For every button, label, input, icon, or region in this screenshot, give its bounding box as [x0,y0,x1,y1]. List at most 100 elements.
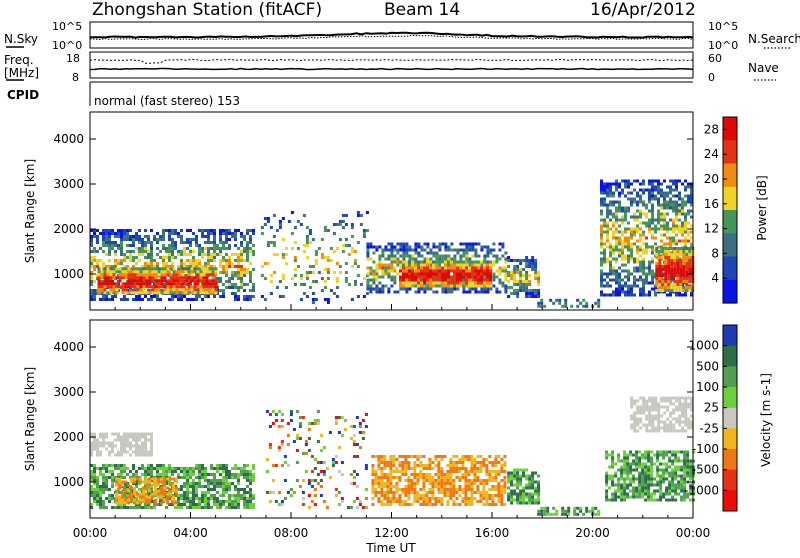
echo-cell [470,455,473,458]
echo-cell [399,276,402,279]
echo-cell [632,463,635,466]
echo-cell [468,276,471,279]
echo-cell [320,434,323,437]
echo-cell [633,231,636,234]
echo-cell [228,244,231,247]
echo-cell [444,270,447,273]
echo-cell [479,470,482,473]
echo-cell [453,288,456,291]
nsky-panel: N.Sky 10^5 10^0 10^5 10^0 N.Search [4,20,800,52]
echo-cell [597,302,600,305]
echo-cell [687,222,690,225]
echo-cell [186,479,189,482]
echo-cell [618,237,621,240]
echo-cell [162,247,165,250]
echo-cell [516,481,519,484]
echo-cell [428,497,431,500]
echo-cell [664,268,667,271]
echo-cell [148,484,151,487]
echo-cell [279,223,282,226]
echo-cell [191,285,194,288]
echo-cell [645,207,648,210]
echo-cell [667,268,670,271]
echo-cell [347,506,350,509]
echo-cell [311,455,314,458]
echo-cell [428,458,431,461]
echo-cell [192,232,195,235]
echo-cell [231,503,234,506]
echo-cell [537,280,540,283]
echo-cell [423,273,426,276]
echo-cell [497,488,500,491]
echo-cell [207,253,210,256]
echo-cell [389,473,392,476]
echo-cell [528,283,531,286]
echo-cell [378,261,381,264]
echo-cell [216,479,219,482]
echo-cell [183,467,186,470]
echo-cell [486,249,489,252]
echo-cell [249,298,252,301]
echo-cell [107,282,110,285]
echo-cell [621,285,624,288]
echo-cell [138,439,141,442]
echo-cell [195,485,198,488]
echo-cell [667,253,670,256]
echo-cell [404,455,407,458]
echo-cell [450,282,453,285]
echo-cell [210,253,213,256]
echo-cell [522,274,525,277]
echo-cell [618,210,621,213]
echo-cell [132,445,135,448]
echo-cell [173,276,176,279]
echo-cell [209,273,212,276]
echo-cell [390,261,393,264]
echo-cell [522,472,525,475]
echo-cell [105,238,108,241]
echo-cell [93,295,96,298]
echo-cell [633,189,636,192]
echo-cell [192,503,195,506]
echo-cell [393,270,396,273]
echo-cell [658,289,661,292]
echo-cell [621,234,624,237]
echo-cell [624,270,627,273]
echo-cell [675,189,678,192]
echo-cell [332,458,335,461]
echo-cell [282,256,285,259]
echo-cell [620,484,623,487]
echo-cell [455,470,458,473]
echo-cell [333,271,336,274]
echo-cell [203,276,206,279]
echo-cell [485,491,488,494]
echo-cell [204,253,207,256]
echo-cell [682,259,685,262]
echo-cell [228,286,231,289]
echo-cell [207,232,210,235]
echo-cell [549,513,552,516]
echo-cell [155,282,158,285]
echo-cell [489,288,492,291]
echo-cell [651,180,654,183]
echo-cell [600,213,603,216]
echo-cell [222,241,225,244]
echo-cell [212,291,215,294]
echo-cell [356,455,359,458]
echo-cell [161,270,164,273]
echo-cell [171,473,174,476]
echo-cell [600,258,603,261]
echo-cell [198,497,201,500]
echo-cell [468,285,471,288]
echo-cell [612,294,615,297]
echo-cell [115,490,118,493]
echo-cell [383,455,386,458]
echo-cell [501,255,504,258]
echo-cell [177,250,180,253]
echo-cell [249,470,252,473]
echo-cell [416,482,419,485]
echo-cell [670,286,673,289]
echo-cell [413,497,416,500]
echo-cell [170,288,173,291]
echo-cell [660,234,663,237]
echo-cell [133,502,136,505]
